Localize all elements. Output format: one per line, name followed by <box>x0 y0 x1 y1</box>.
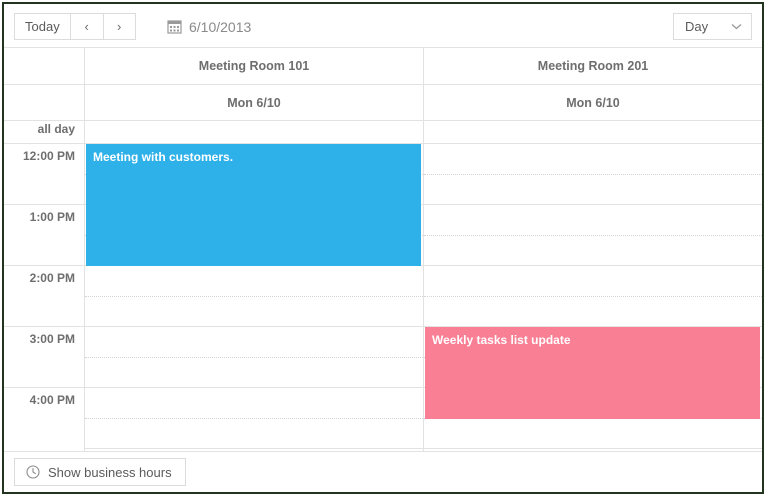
slot-cell[interactable] <box>85 388 423 449</box>
date-header-1[interactable]: Mon 6/10 <box>566 95 620 110</box>
slot-cell[interactable] <box>424 205 762 266</box>
previous-button[interactable]: ‹ <box>69 13 103 40</box>
slot-cell[interactable] <box>424 266 762 327</box>
slot-cell[interactable] <box>85 266 423 327</box>
chevron-down-icon <box>731 21 742 33</box>
next-button[interactable]: › <box>102 13 136 40</box>
show-business-hours-button[interactable]: Show business hours <box>14 458 186 486</box>
time-gutter: 12:00 PM 1:00 PM 2:00 PM 3:00 PM 4:00 PM <box>4 144 85 451</box>
grid-header: Meeting Room 101 Meeting Room 201 Mon 6/… <box>4 48 762 121</box>
today-button[interactable]: Today <box>14 13 70 40</box>
view-selector-label: Day <box>685 19 709 34</box>
day-columns: Meeting with customers. Weekly tasks lis… <box>85 144 762 451</box>
all-day-row: all day <box>4 116 762 144</box>
time-label-2: 2:00 PM <box>4 266 84 327</box>
time-label-3: 3:00 PM <box>4 327 84 388</box>
calendar-icon <box>167 19 182 34</box>
date-text: 6/10/2013 <box>189 18 252 35</box>
header-gutter-cell <box>4 84 85 120</box>
all-day-cell-0[interactable] <box>85 116 424 143</box>
show-business-hours-label: Show business hours <box>48 464 172 480</box>
scheduler-body: 12:00 PM 1:00 PM 2:00 PM 3:00 PM 4:00 PM… <box>4 144 762 452</box>
time-label-1: 1:00 PM <box>4 205 84 266</box>
footer: Show business hours <box>4 452 762 492</box>
slot-cell[interactable] <box>424 388 762 449</box>
view-selector-dropdown[interactable]: Day <box>673 13 752 40</box>
date-header-0[interactable]: Mon 6/10 <box>85 84 424 120</box>
scheduler-widget: Today ‹ › 6/10/2013 Day <box>2 2 764 494</box>
slot-cell[interactable] <box>424 144 762 205</box>
current-date-display[interactable]: 6/10/2013 <box>167 13 251 40</box>
all-day-label: all day <box>4 116 85 143</box>
day-column-room-101[interactable]: Meeting with customers. <box>85 144 424 451</box>
slot-cell[interactable] <box>85 327 423 388</box>
clock-icon <box>26 465 40 479</box>
event-meeting-with-customers[interactable]: Meeting with customers. <box>86 144 421 266</box>
header-gutter-cell <box>4 48 85 84</box>
day-column-room-201[interactable]: Weekly tasks list update <box>424 144 762 451</box>
toolbar: Today ‹ › 6/10/2013 Day <box>4 4 762 48</box>
resource-header-row: Meeting Room 101 Meeting Room 201 <box>4 48 762 85</box>
event-weekly-tasks-list-update[interactable]: Weekly tasks list update <box>425 327 760 419</box>
resource-header-1: Meeting Room 201 <box>537 59 649 73</box>
navigation-button-group: Today ‹ › <box>14 13 136 40</box>
resource-header-0: Meeting Room 101 <box>85 48 424 84</box>
date-header-row: Mon 6/10 Mon 6/10 <box>4 84 762 121</box>
time-label-4: 4:00 PM <box>29 393 75 407</box>
all-day-cell-1[interactable] <box>424 116 762 143</box>
time-label-0: 12:00 PM <box>4 144 84 205</box>
